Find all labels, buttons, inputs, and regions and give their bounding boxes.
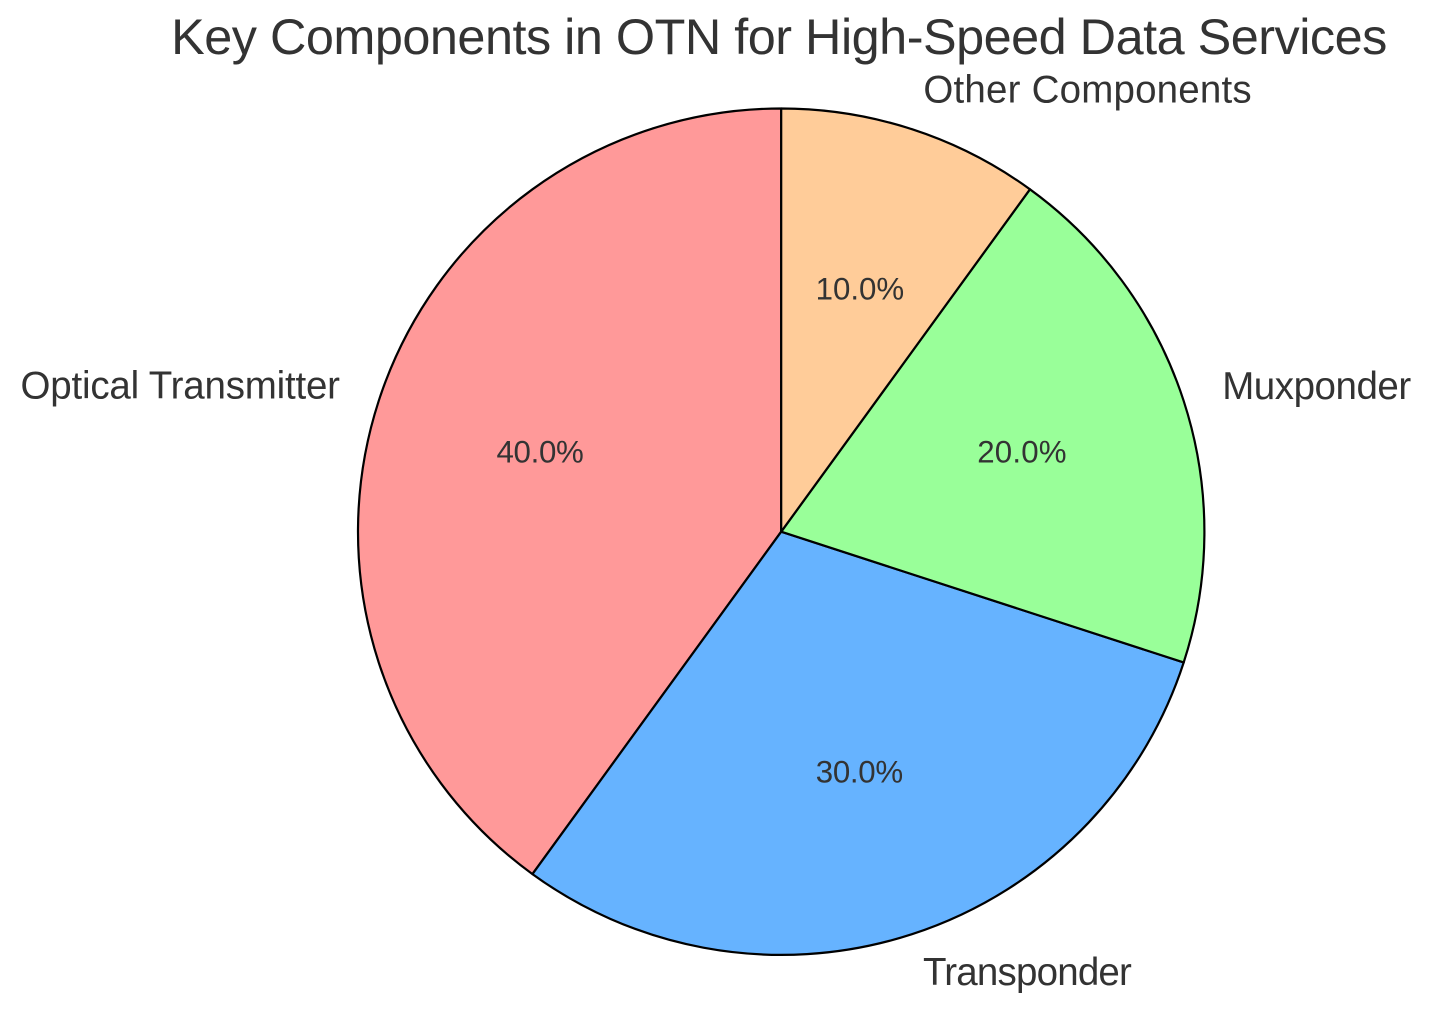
svg-text:10.0%: 10.0% [816, 271, 905, 306]
svg-text:30.0%: 30.0% [816, 754, 903, 789]
svg-text:Muxponder: Muxponder [1222, 365, 1411, 408]
svg-text:40.0%: 40.0% [496, 435, 583, 470]
svg-text:Key Components in OTN for High: Key Components in OTN for High-Speed Dat… [171, 8, 1387, 65]
svg-text:Optical Transmitter: Optical Transmitter [21, 365, 341, 408]
svg-text:Transponder: Transponder [923, 951, 1132, 994]
svg-text:20.0%: 20.0% [977, 434, 1067, 469]
svg-text:Other Components: Other Components [923, 68, 1251, 111]
